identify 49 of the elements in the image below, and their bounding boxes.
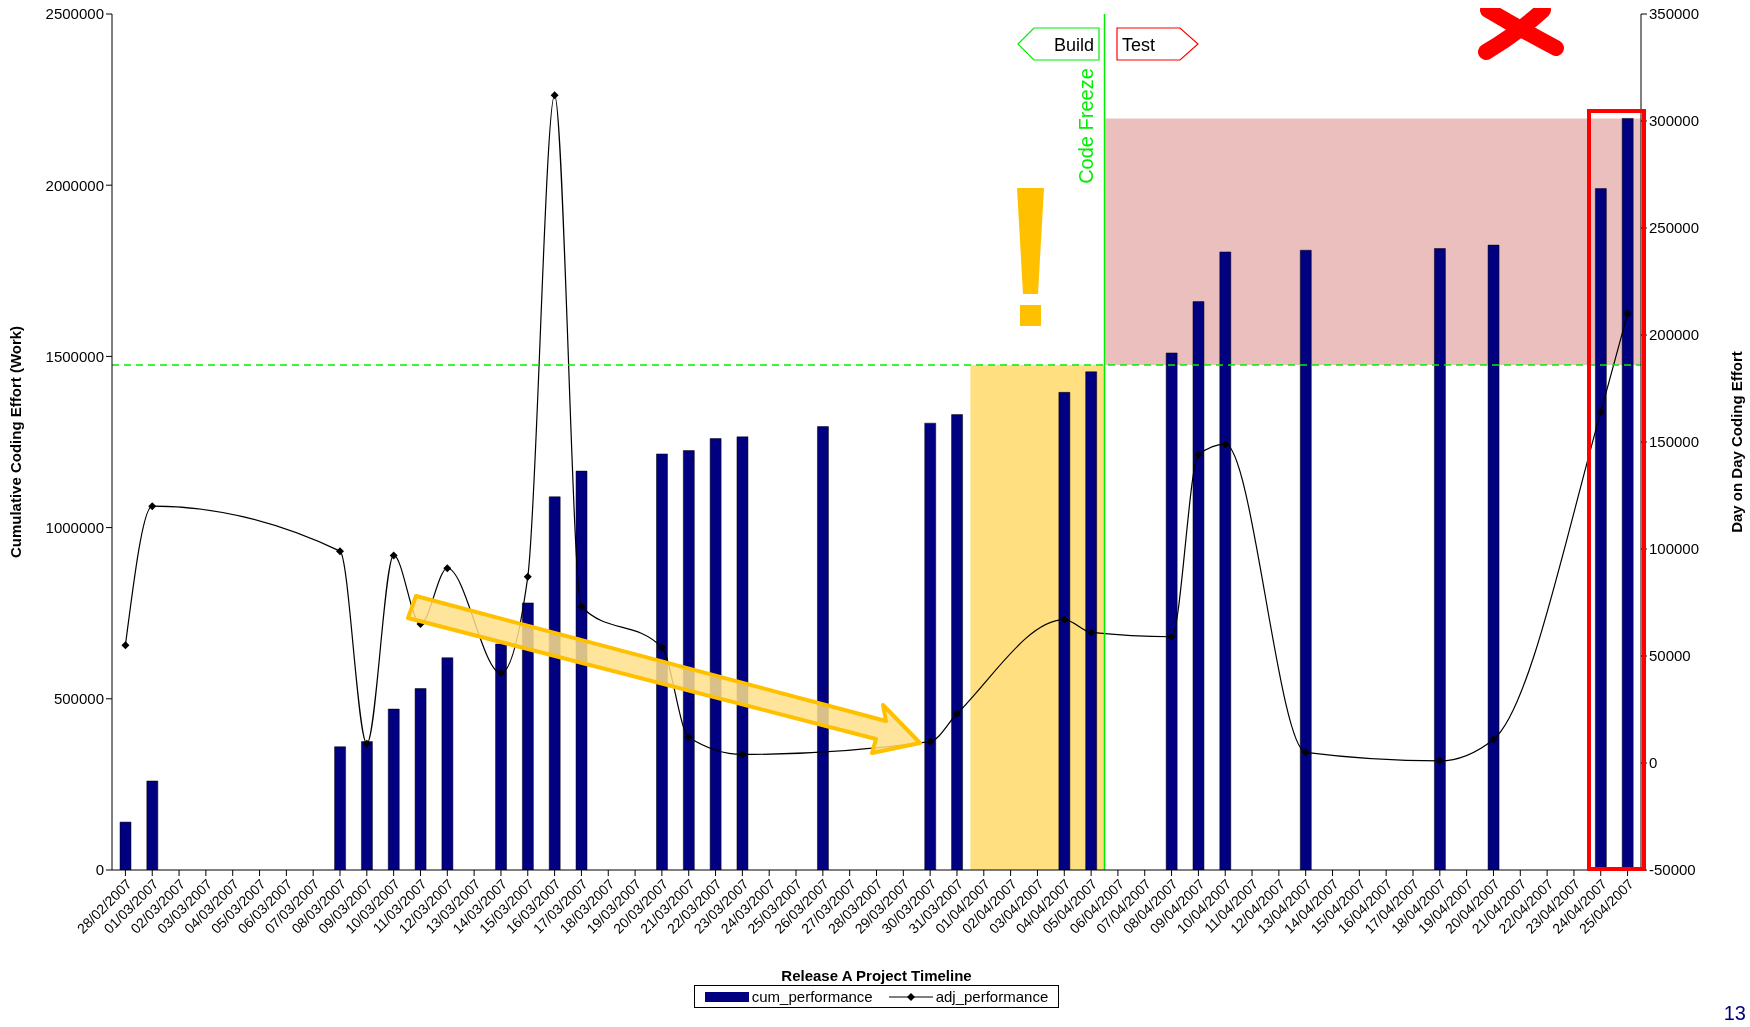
y2-tick-label: 250000: [1649, 219, 1700, 237]
text: 13: [1723, 1002, 1746, 1024]
y2-tick-label: 150000: [1649, 433, 1700, 451]
point: [926, 737, 935, 746]
y2-tick-label: 50000: [1649, 647, 1691, 665]
legend-label: cum_performance: [750, 988, 873, 1005]
point: [550, 91, 559, 100]
y-tick-label: 2500000: [45, 5, 104, 23]
y2-axis-title: Day on Day Coding Effort: [1728, 351, 1746, 533]
point: [1301, 748, 1310, 757]
y2-tick-label: 200000: [1649, 326, 1700, 344]
point: [496, 669, 505, 678]
point: [1596, 408, 1605, 417]
y2-tick-label: -50000: [1649, 861, 1696, 879]
point: [1087, 628, 1096, 637]
point: [1623, 309, 1632, 318]
y2-tick-label: 0: [1649, 754, 1658, 772]
point: [148, 502, 157, 511]
point: [1194, 450, 1203, 459]
y-tick-label: 1000000: [45, 518, 104, 536]
legend-label: adj_performance: [934, 988, 1049, 1005]
y2-tick-label: 350000: [1649, 5, 1700, 23]
x-axis-title: Release A Project Timeline: [781, 967, 972, 984]
point: [443, 564, 452, 573]
point: [1167, 632, 1176, 641]
y-tick-label: 500000: [53, 690, 104, 708]
y-tick-label: 1500000: [45, 347, 104, 365]
point: [523, 572, 532, 581]
annotation: Build: [1053, 35, 1094, 55]
point: [1221, 440, 1230, 449]
y-axis-title: Cumulative Coding Effort (Work): [7, 325, 25, 559]
point: [1489, 735, 1498, 744]
point: [738, 750, 747, 759]
point: [684, 733, 693, 742]
point: [1435, 756, 1444, 765]
y2-tick-label: 300000: [1649, 112, 1700, 130]
point: [362, 739, 371, 748]
ref-line-label: Code Freeze: [1074, 68, 1097, 184]
point: [952, 709, 961, 718]
point: [577, 602, 586, 611]
annotation: Test: [1122, 35, 1156, 55]
point: [389, 551, 398, 560]
point: [657, 643, 666, 652]
y-tick-label: 2000000: [45, 176, 104, 194]
point: [336, 547, 345, 556]
y2-tick-label: 100000: [1649, 540, 1700, 558]
point: [121, 641, 130, 650]
y-tick-label: 0: [95, 861, 104, 879]
point: [1060, 615, 1069, 624]
